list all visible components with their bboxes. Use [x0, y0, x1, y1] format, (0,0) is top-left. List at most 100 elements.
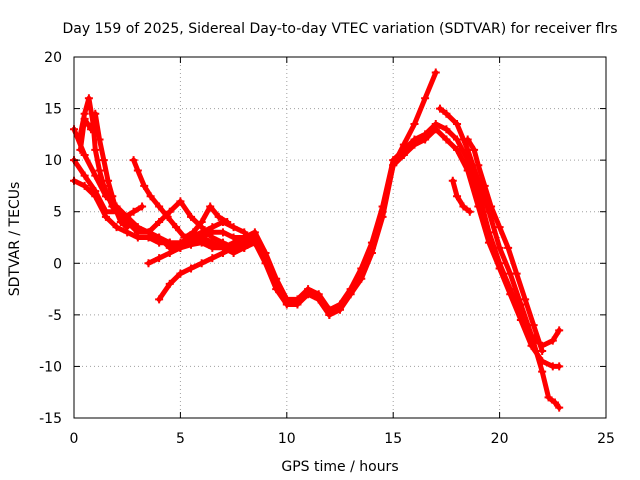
series-line: [450, 178, 473, 215]
series-track-12: [448, 176, 474, 216]
data-point: [180, 233, 189, 242]
data-point: [421, 135, 430, 144]
data-point: [138, 202, 147, 211]
data-point: [538, 346, 547, 355]
x-tick-labels: 0 5 10 15 20 25: [70, 431, 615, 447]
x-tick-label: 0: [70, 431, 79, 447]
data-point: [176, 197, 185, 206]
data-point: [555, 362, 564, 371]
data-point: [176, 243, 185, 252]
plot-frame: [73, 56, 607, 419]
data-point: [101, 212, 110, 221]
data-point: [165, 279, 174, 288]
data-point: [129, 207, 138, 216]
data-point: [512, 269, 521, 278]
data-point: [410, 140, 419, 149]
x-tick-label: 5: [176, 431, 185, 447]
data-point: [165, 248, 174, 257]
data-point: [550, 398, 559, 407]
data-point: [140, 181, 149, 190]
data-point: [548, 336, 557, 345]
data-point: [133, 233, 142, 242]
data-point: [378, 212, 387, 221]
data-point: [80, 114, 89, 123]
data-point: [80, 171, 89, 180]
data-point: [108, 192, 117, 201]
data-point: [91, 171, 100, 180]
data-point: [187, 212, 196, 221]
data-point: [197, 223, 206, 232]
x-tick-label: 20: [491, 431, 509, 447]
data-point: [495, 223, 504, 232]
y-tick-label: 5: [53, 205, 62, 221]
series-line: [71, 126, 562, 369]
data-point: [155, 218, 164, 227]
data-point: [187, 238, 196, 247]
data-point: [214, 212, 223, 221]
data-point: [165, 207, 174, 216]
series-track-6: [129, 156, 232, 242]
data-point: [229, 243, 238, 252]
data-point: [453, 120, 462, 129]
series-track-9: [155, 233, 259, 304]
data-point: [474, 202, 483, 211]
data-point: [187, 264, 196, 273]
data-point: [197, 233, 206, 242]
data-point: [538, 367, 547, 376]
data-point: [144, 259, 153, 268]
data-point: [442, 135, 451, 144]
data-point: [436, 104, 445, 113]
data-point: [99, 181, 108, 190]
data-point: [144, 228, 153, 237]
data-point: [197, 259, 206, 268]
data-point: [282, 300, 291, 309]
data-point: [229, 223, 238, 232]
data-point: [336, 305, 344, 314]
series-line: [437, 106, 562, 411]
data-point: [474, 161, 483, 170]
data-point: [529, 321, 538, 330]
axis-ticks: [73, 56, 607, 419]
data-point: [116, 218, 125, 227]
data-point: [112, 223, 121, 232]
data-point: [465, 207, 474, 216]
data-point: [442, 125, 451, 134]
data-point: [389, 161, 398, 170]
data-point: [218, 228, 227, 237]
data-point: [80, 181, 89, 190]
data-point: [155, 238, 164, 247]
x-axis-title: GPS time / hours: [281, 459, 398, 475]
x-tick-label: 10: [278, 431, 296, 447]
data-point: [155, 254, 164, 263]
data-point: [448, 176, 457, 185]
series-line: [156, 235, 258, 302]
x-tick-label: 25: [597, 431, 615, 447]
data-point: [155, 202, 164, 211]
y-tick-label: 20: [44, 50, 62, 66]
data-point: [346, 290, 355, 299]
data-point: [504, 243, 513, 252]
y-axis-title: SDTVAR / TECUs: [7, 182, 23, 297]
data-point: [240, 228, 249, 237]
data-point: [91, 192, 100, 201]
data-point: [442, 109, 451, 118]
y-tick-label: -5: [48, 308, 62, 324]
data-point: [459, 202, 468, 211]
y-tick-label: -15: [39, 411, 62, 427]
data-point: [176, 269, 185, 278]
y-tick-label: 10: [44, 153, 62, 169]
series-line: [146, 198, 247, 251]
data-point: [80, 150, 89, 159]
data-point: [367, 248, 376, 257]
data-point: [172, 223, 181, 232]
data-point: [155, 295, 164, 304]
data-point: [261, 259, 270, 268]
data-point: [104, 176, 113, 185]
data-point: [314, 295, 323, 304]
series-track-5: [76, 109, 132, 232]
data-point: [544, 393, 553, 402]
data-point: [208, 254, 217, 263]
data-point: [495, 243, 504, 252]
data-point: [506, 290, 515, 299]
